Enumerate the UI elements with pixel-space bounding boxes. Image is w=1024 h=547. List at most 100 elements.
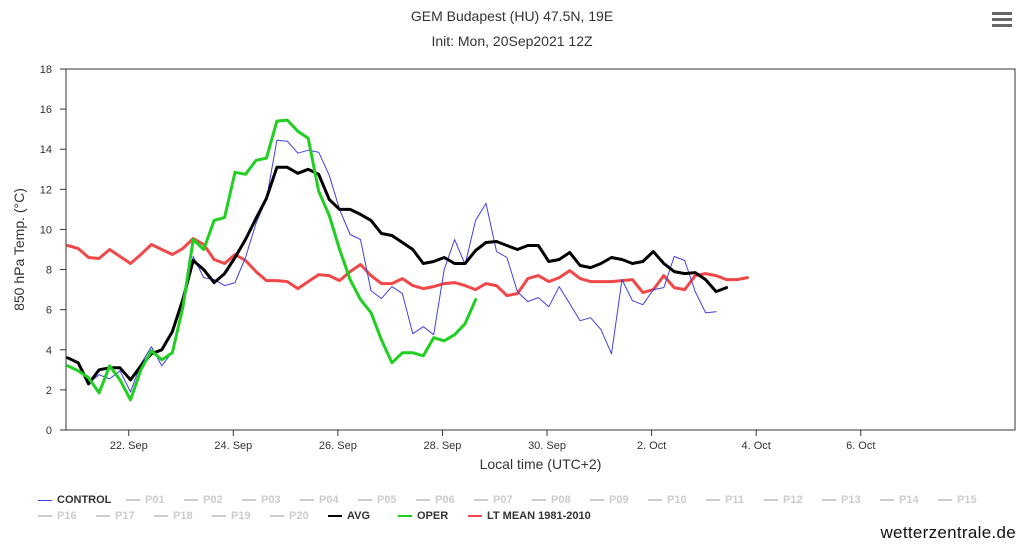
- x-tick-label: 4. Oct: [742, 440, 771, 452]
- x-tick-label: 26. Sep: [319, 440, 357, 452]
- legend-label: P03: [261, 494, 281, 506]
- legend-label: P14: [899, 494, 919, 506]
- legend-item-p11[interactable]: P11: [706, 494, 764, 506]
- legend-label: P19: [231, 510, 251, 522]
- legend-swatch: [822, 499, 836, 501]
- legend-label: P06: [435, 494, 455, 506]
- legend-label: P04: [319, 494, 339, 506]
- legend-label: AVG: [347, 510, 371, 522]
- credit-text[interactable]: wetterzentrale.de: [880, 523, 1016, 542]
- legend-label: P15: [957, 494, 977, 506]
- legend-item-p12[interactable]: P12: [764, 494, 822, 506]
- y-tick-label: 16: [40, 104, 52, 116]
- legend-item-p19[interactable]: P19: [212, 510, 270, 522]
- legend-item-p02[interactable]: P02: [184, 494, 242, 506]
- legend-label: P13: [841, 494, 861, 506]
- chart-svg: 0 2 4 6 8 10 12 14 16 18 22. Sep 24. Sep 26. Sep 28. …: [11, 64, 1016, 472]
- y-tick-label: 2: [46, 385, 52, 397]
- legend-swatch: [126, 499, 140, 501]
- legend-item-p07[interactable]: P07: [474, 494, 532, 506]
- legend-swatch: [532, 499, 546, 501]
- legend-label: P10: [667, 494, 687, 506]
- legend-swatch: [270, 515, 284, 517]
- series-line-avg: [66, 165, 728, 386]
- legend-label: P12: [783, 494, 803, 506]
- legend-swatch: [96, 515, 110, 517]
- x-tick-label: 28. Sep: [424, 440, 462, 452]
- y-tick-label: 0: [46, 425, 52, 437]
- legend-item-avg[interactable]: AVG: [328, 510, 398, 522]
- legend-swatch: [328, 515, 342, 517]
- chart-legend: CONTROL P01 P02 P03 P04 P05 P06 P07 P08 P09 P10 P11…: [38, 494, 998, 522]
- y-tick-label: 12: [40, 184, 52, 196]
- legend-item-p09[interactable]: P09: [590, 494, 648, 506]
- hamburger-menu-icon[interactable]: [992, 12, 1012, 28]
- legend-item-p15[interactable]: P15: [938, 494, 996, 506]
- legend-swatch: [38, 499, 52, 501]
- legend-item-p14[interactable]: P14: [880, 494, 938, 506]
- legend-item-lt-mean-1981-2010[interactable]: LT MEAN 1981-2010: [468, 510, 618, 522]
- legend-swatch: [416, 499, 430, 501]
- legend-item-oper[interactable]: OPER: [398, 510, 468, 522]
- legend-swatch: [648, 499, 662, 501]
- legend-item-p05[interactable]: P05: [358, 494, 416, 506]
- legend-item-p06[interactable]: P06: [416, 494, 474, 506]
- y-tick-label: 10: [40, 224, 52, 236]
- legend-label: P02: [203, 494, 223, 506]
- legend-label: P17: [115, 510, 135, 522]
- legend-label: CONTROL: [57, 494, 112, 506]
- legend-label: OPER: [417, 510, 449, 522]
- legend-item-p10[interactable]: P10: [648, 494, 706, 506]
- x-tick-label: 24. Sep: [214, 440, 252, 452]
- legend-swatch: [764, 499, 778, 501]
- legend-item-p20[interactable]: P20: [270, 510, 328, 522]
- y-tick-label: 6: [46, 305, 52, 317]
- x-tick-label: 6. Oct: [846, 440, 875, 452]
- legend-swatch: [468, 515, 482, 517]
- y-tick-label: 18: [40, 64, 52, 76]
- legend-item-p03[interactable]: P03: [242, 494, 300, 506]
- legend-label: P07: [493, 494, 513, 506]
- legend-swatch: [706, 499, 720, 501]
- series-line-oper: [66, 118, 478, 402]
- legend-swatch: [590, 499, 604, 501]
- legend-label: P16: [57, 510, 77, 522]
- plot-border: [65, 68, 1016, 431]
- legend-label: P05: [377, 494, 397, 506]
- legend-item-p17[interactable]: P17: [96, 510, 154, 522]
- legend-swatch: [880, 499, 894, 501]
- chart-title: GEM Budapest (HU) 47.5N, 19E: [410, 8, 614, 24]
- legend-swatch: [300, 499, 314, 501]
- legend-label: P08: [551, 494, 571, 506]
- legend-label: P18: [173, 510, 193, 522]
- series-line-control: [67, 139, 717, 393]
- legend-item-p18[interactable]: P18: [154, 510, 212, 522]
- legend-swatch: [398, 515, 412, 517]
- legend-item-p04[interactable]: P04: [300, 494, 358, 506]
- legend-label: P20: [289, 510, 309, 522]
- legend-item-p01[interactable]: P01: [126, 494, 184, 506]
- x-tick-label: 2. Oct: [637, 440, 666, 452]
- legend-label: P09: [609, 494, 629, 506]
- y-tick-label: 14: [40, 144, 52, 156]
- legend-item-p08[interactable]: P08: [532, 494, 590, 506]
- legend-swatch: [184, 499, 198, 501]
- legend-swatch: [38, 515, 52, 517]
- legend-swatch: [938, 499, 952, 501]
- chart-subtitle: Init: Mon, 20Sep2021 12Z: [431, 33, 593, 49]
- legend-swatch: [358, 499, 372, 501]
- legend-swatch: [154, 515, 168, 517]
- series-line-lt-mean-1981-2010: [66, 237, 749, 298]
- legend-label: LT MEAN 1981-2010: [487, 510, 591, 522]
- legend-swatch: [474, 499, 488, 501]
- y-tick-label: 8: [46, 265, 52, 277]
- legend-swatch: [242, 499, 256, 501]
- legend-item-p13[interactable]: P13: [822, 494, 880, 506]
- legend-item-p16[interactable]: P16: [38, 510, 96, 522]
- x-tick-label: 30. Sep: [528, 440, 566, 452]
- x-tick-label: 22. Sep: [110, 440, 148, 452]
- legend-label: P01: [145, 494, 165, 506]
- legend-item-control[interactable]: CONTROL: [38, 494, 126, 506]
- y-axis-label: 850 hPa Temp. (°C): [11, 188, 27, 311]
- x-axis-label: Local time (UTC+2): [480, 456, 602, 472]
